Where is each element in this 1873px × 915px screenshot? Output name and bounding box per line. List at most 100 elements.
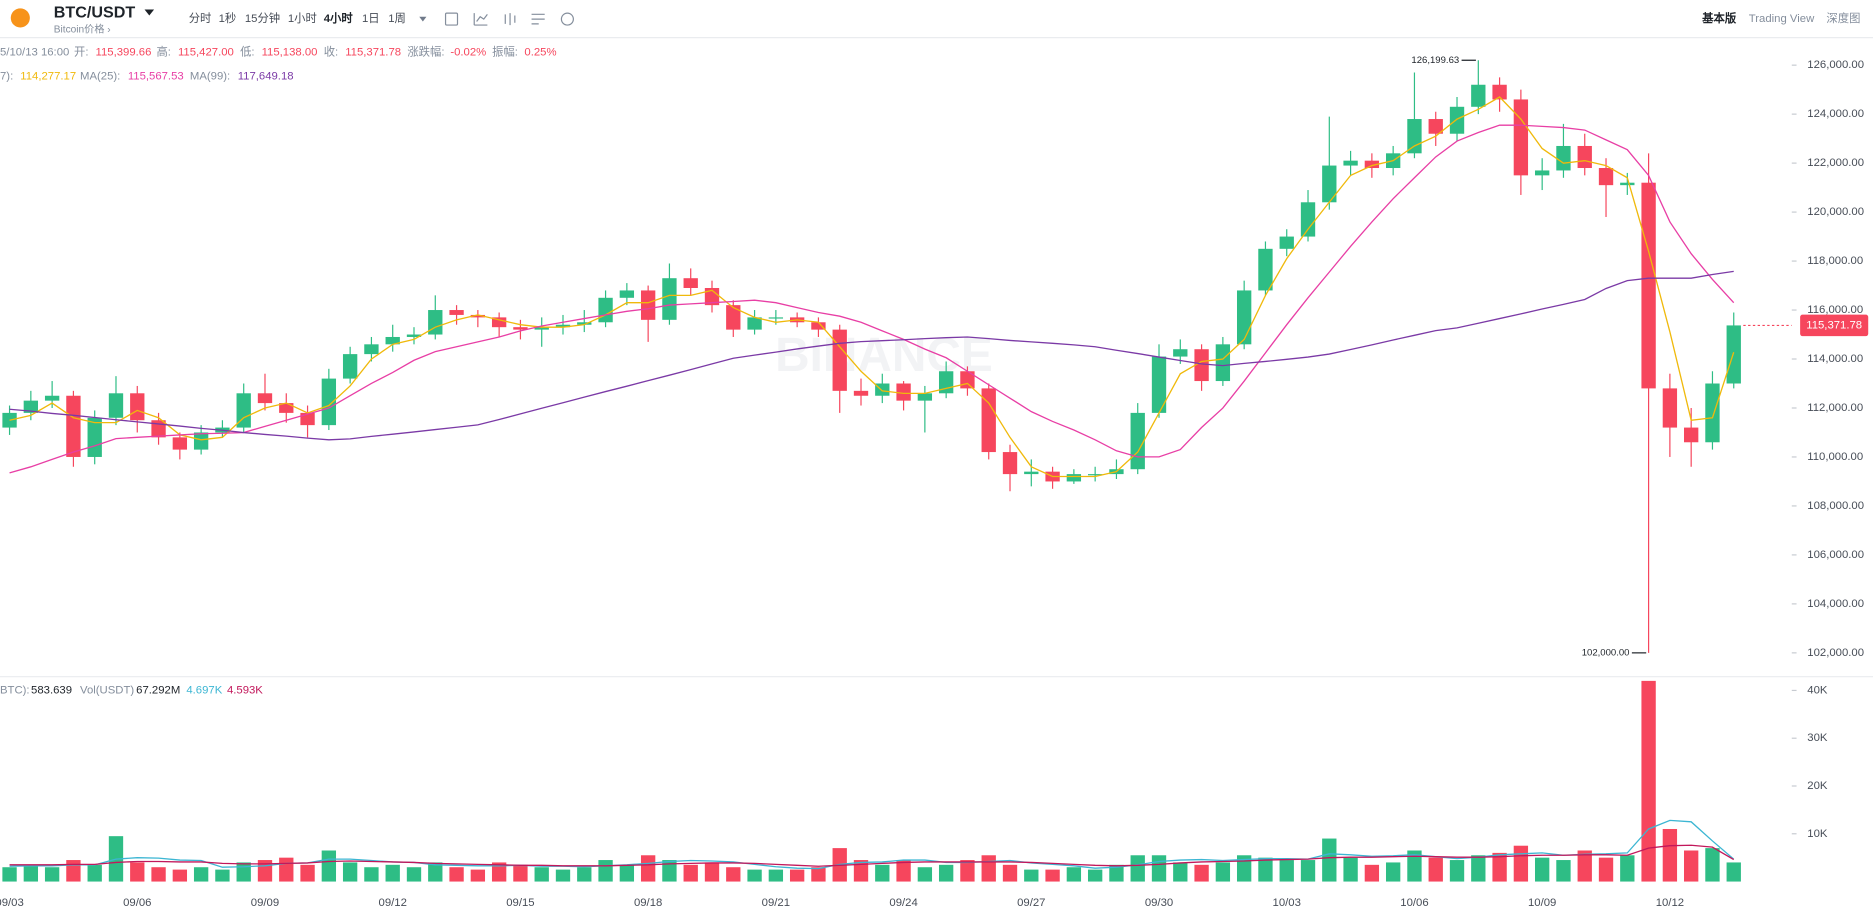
ma-value: 115,567.53 [128,70,184,82]
volume-bar [640,855,656,882]
x-tick-label: 09/27 [1017,897,1045,909]
volume-bar [130,862,145,882]
volume-bar [2,867,17,882]
vol-tick-label: 40K [1807,684,1828,696]
volume-bar [1364,864,1380,882]
vol-label: Vol(USDT) [80,684,134,696]
volume-bar [1236,855,1252,882]
volume-bar [513,864,528,882]
volume-bar [1322,838,1337,882]
candle-body [428,310,443,335]
candle-body [555,324,571,328]
volume-bar [811,867,826,882]
candle-body [853,390,869,396]
y-tick-label: 116,000.00 [1807,304,1863,316]
candle-body [1684,427,1699,443]
volume-bar [1705,848,1720,882]
volume-bar [1194,864,1209,882]
symbol[interactable]: BTC/USDT [54,3,136,21]
candle-body [640,290,656,320]
candle-body [1024,471,1039,475]
volume-bar [1002,864,1018,882]
candle-body [193,432,209,450]
volume-bar [875,864,890,882]
volume-bar [1385,862,1401,882]
candle-body [704,287,720,306]
volume-bar [1024,869,1039,882]
volume-bar [747,869,762,882]
info-value: 115,427.00 [178,47,234,59]
candle-body [172,437,188,450]
vol-tick-label: 20K [1807,780,1828,792]
candle-body [236,393,251,428]
volume-bar [300,864,315,882]
volume-bar [193,867,209,882]
icon-indicator[interactable] [473,13,488,26]
ma-label: MA(25): [80,70,120,82]
info-value: 115,399.66 [96,47,152,59]
volume-bar [1726,862,1741,882]
candle-body [1513,99,1529,176]
volume-bar [1300,860,1316,882]
candle-body [1322,165,1337,203]
volume-bar [853,860,869,882]
candle-body [1535,170,1550,176]
y-tick-label: 102,000.00 [1807,647,1864,659]
candle-body [257,393,273,404]
icon-candles[interactable] [504,13,516,26]
more-intervals[interactable] [419,16,427,22]
info-label: 高: [156,45,170,59]
volume-bar [1684,850,1699,882]
volume-bar [1151,855,1167,882]
y-tick-label: 124,000.00 [1807,108,1864,120]
y-tick-label: 126,000.00 [1807,59,1864,71]
volume-bar [1066,867,1082,882]
volume-bar [172,869,188,882]
candle-body [385,336,400,345]
symbol-dropdown[interactable] [144,9,155,16]
volume-bar [534,867,549,882]
volume-bar [1258,857,1273,882]
info-label: 开: [74,47,88,59]
volume-bar [66,860,81,882]
volume-bar [279,857,294,882]
interval[interactable]: 1小时 [288,12,317,25]
interval[interactable]: 1日 [362,13,380,25]
interval-active[interactable]: 4小时 [324,11,354,25]
volume-bar [1471,855,1486,882]
view-tab[interactable]: 深度图 [1826,11,1860,25]
candle-body [726,305,741,330]
info-label: 低: [240,46,254,59]
candle-body [491,317,507,328]
candle-body [768,317,784,319]
candle-body [470,314,486,318]
candle-body [1151,356,1167,413]
candle-body [130,393,145,421]
icon-settings[interactable] [531,13,545,25]
subtitle[interactable]: Bitcoin价格 › [54,23,111,36]
candle-body [1364,160,1380,169]
interval[interactable]: 分时 [189,12,212,25]
interval[interactable]: 15分钟 [245,11,280,25]
interval[interactable]: 1秒 [219,11,237,25]
candle-body [44,395,60,401]
volume-bar [470,869,486,882]
volume-bar [577,867,592,882]
candle-body [1662,388,1678,428]
candle-body [1492,84,1507,100]
volume-bar [406,867,422,882]
ma-value: 114,277.17 [20,70,76,82]
view-tab-active[interactable]: 基本版 [1701,11,1737,25]
volume-bar [342,862,358,882]
x-tick-label: 09/18 [634,897,662,909]
icon-more[interactable] [560,12,574,26]
icon-calendar[interactable] [444,12,459,26]
view-tab[interactable]: Trading View [1749,13,1815,25]
interval[interactable]: 1周 [388,12,406,25]
volume-bar [1492,852,1507,882]
vol-ma-value: 4.593K [227,684,263,696]
volume-bar [385,864,400,882]
ma-line [9,270,1734,441]
axes: 102,000.00 104,000.00 106,000.00 108,000.00… [0,59,1869,909]
volume-bar [1173,862,1188,882]
